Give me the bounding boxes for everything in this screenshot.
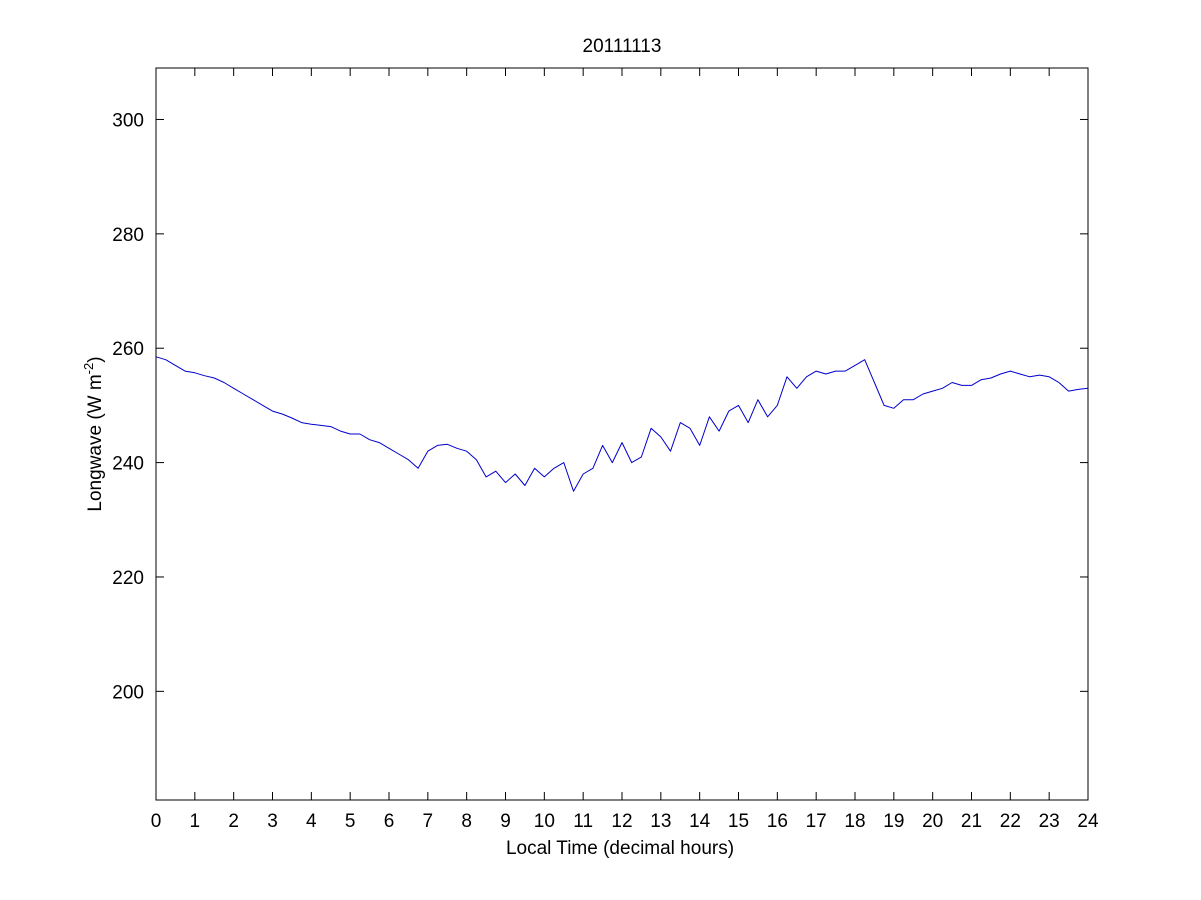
x-axis-label: Local Time (decimal hours): [506, 838, 734, 859]
x-tick-label: 19: [883, 811, 904, 832]
y-axis-label-close: ): [85, 356, 106, 362]
y-axis-label-sup: -2: [81, 363, 96, 375]
x-tick-label: 15: [728, 811, 749, 832]
x-tick-label: 10: [534, 811, 555, 832]
x-tick-label: 4: [306, 811, 317, 832]
x-tick-label: 22: [1000, 811, 1021, 832]
y-tick-label: 300: [112, 110, 144, 131]
plot-frame: [155, 67, 1089, 801]
x-tick-label: 0: [151, 811, 162, 832]
x-tick-label: 1: [190, 811, 201, 832]
y-tick-label: 200: [112, 682, 144, 703]
x-tick-label: 6: [384, 811, 395, 832]
y-tick-label: 220: [112, 568, 144, 589]
tick-labels: 0 1 2 3 4 5 6 7 8 9 10 11 12 13 14 15 16 17 18 19 20 21 22 23 24…: [112, 110, 1099, 832]
x-tick-label: 7: [423, 811, 434, 832]
x-tick-label: 12: [611, 811, 632, 832]
axis-ticks: [155, 68, 1089, 800]
x-tick-label: 23: [1039, 811, 1060, 832]
x-tick-label: 8: [461, 811, 472, 832]
chart-title: 20111113: [583, 36, 662, 57]
y-axis-label-main: Longwave (W m: [85, 374, 106, 511]
x-tick-label: 21: [961, 811, 982, 832]
x-tick-label: 2: [228, 811, 239, 832]
x-tick-label: 17: [806, 811, 827, 832]
x-tick-label: 20: [922, 811, 943, 832]
series-line: [155, 356, 1089, 492]
y-tick-label: 260: [112, 339, 144, 360]
x-tick-label: 14: [689, 811, 711, 832]
x-tick-label: 18: [844, 811, 865, 832]
x-tick-label: 13: [650, 811, 671, 832]
x-tick-label: 9: [500, 811, 511, 832]
x-tick-label: 11: [573, 811, 593, 832]
y-axis-label: Longwave (W m-2): [81, 356, 106, 511]
x-tick-label: 3: [267, 811, 278, 832]
plot-area: [156, 68, 1088, 800]
y-tick-label: 280: [112, 225, 144, 246]
x-tick-label: 16: [767, 811, 788, 832]
x-tick-label: 5: [345, 811, 356, 832]
x-tick-label: 24: [1077, 811, 1099, 832]
y-tick-label: 240: [112, 454, 144, 475]
